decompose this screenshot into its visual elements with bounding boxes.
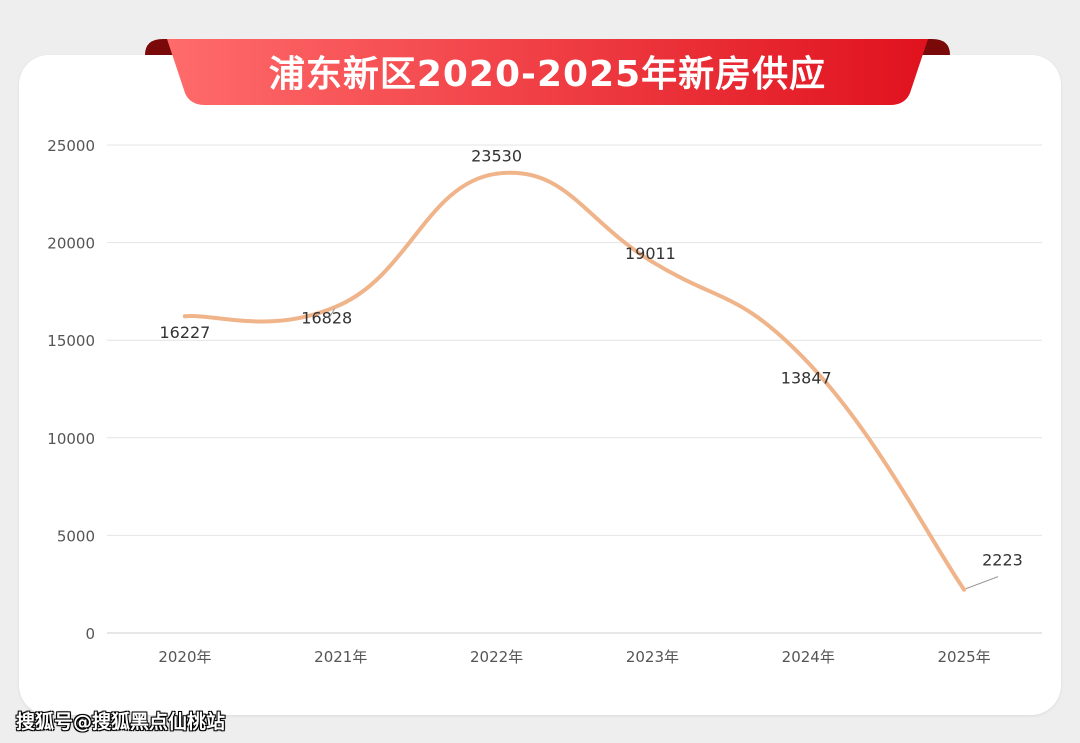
series-line: [182, 170, 967, 592]
x-tick-label: 2022年: [470, 648, 523, 666]
data-point: [806, 360, 811, 365]
x-tick-label: 2020年: [158, 648, 211, 666]
y-tick-label: 10000: [47, 430, 95, 448]
data-label: 19011: [625, 244, 676, 263]
y-tick-label: 5000: [57, 527, 95, 545]
data-point: [182, 314, 187, 319]
x-tick-label: 2024年: [782, 648, 835, 666]
chart-card: [19, 55, 1061, 715]
label-leader-line: [965, 576, 999, 590]
data-point: [650, 259, 655, 264]
y-tick-label: 15000: [47, 332, 95, 350]
chart-title: 浦东新区2020-2025年新房供应: [268, 54, 827, 95]
x-tick-label: 2021年: [314, 648, 367, 666]
y-tick-label: 25000: [47, 137, 95, 155]
data-point: [962, 587, 967, 592]
x-tick-label: 2025年: [937, 648, 990, 666]
x-tick-label: 2023年: [626, 648, 679, 666]
data-label: 2223: [982, 551, 1023, 570]
y-tick-label: 0: [85, 625, 95, 643]
data-point: [494, 171, 499, 176]
data-label: 16227: [159, 323, 210, 342]
label-leader-line: [328, 308, 336, 319]
watermark-text: 搜狐号@搜狐黑点仙桃站: [16, 711, 226, 733]
data-point: [338, 302, 343, 307]
y-tick-label: 20000: [47, 235, 95, 253]
title-banner: 浦东新区2020-2025年新房供应: [145, 37, 950, 105]
title-banner-shape: [145, 39, 950, 105]
data-label: 23530: [471, 147, 522, 166]
data-label: 13847: [781, 369, 832, 388]
data-label: 16828: [301, 309, 352, 328]
